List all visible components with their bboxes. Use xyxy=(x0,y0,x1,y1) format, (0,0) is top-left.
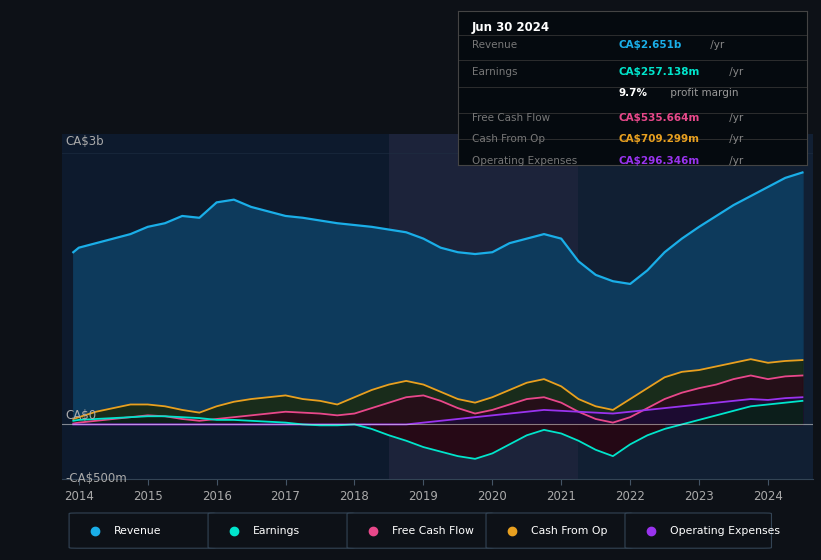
Text: CA$3b: CA$3b xyxy=(65,135,103,148)
Text: Free Cash Flow: Free Cash Flow xyxy=(472,113,550,123)
FancyBboxPatch shape xyxy=(69,513,216,548)
FancyBboxPatch shape xyxy=(486,513,632,548)
Text: -CA$500m: -CA$500m xyxy=(65,473,126,486)
Text: /yr: /yr xyxy=(726,134,743,144)
Text: Earnings: Earnings xyxy=(253,526,300,535)
Text: CA$296.346m: CA$296.346m xyxy=(619,156,699,166)
Text: /yr: /yr xyxy=(726,156,743,166)
Bar xyxy=(389,134,579,479)
Text: Cash From Op: Cash From Op xyxy=(531,526,608,535)
Text: CA$2.651b: CA$2.651b xyxy=(619,40,682,50)
Text: Operating Expenses: Operating Expenses xyxy=(670,526,780,535)
Text: Free Cash Flow: Free Cash Flow xyxy=(392,526,474,535)
Text: Revenue: Revenue xyxy=(114,526,162,535)
Text: Cash From Op: Cash From Op xyxy=(472,134,545,144)
FancyBboxPatch shape xyxy=(625,513,772,548)
Text: /yr: /yr xyxy=(726,113,743,123)
Text: CA$257.138m: CA$257.138m xyxy=(619,67,700,77)
FancyBboxPatch shape xyxy=(347,513,493,548)
Text: Jun 30 2024: Jun 30 2024 xyxy=(472,21,550,34)
Text: Earnings: Earnings xyxy=(472,67,517,77)
Text: Operating Expenses: Operating Expenses xyxy=(472,156,577,166)
Text: /yr: /yr xyxy=(707,40,724,50)
Text: profit margin: profit margin xyxy=(667,88,739,98)
Bar xyxy=(579,134,813,479)
FancyBboxPatch shape xyxy=(208,513,355,548)
Text: /yr: /yr xyxy=(726,67,743,77)
Text: Revenue: Revenue xyxy=(472,40,517,50)
Text: CA$0: CA$0 xyxy=(65,409,96,422)
Text: 9.7%: 9.7% xyxy=(619,88,648,98)
Text: CA$535.664m: CA$535.664m xyxy=(619,113,700,123)
Text: CA$709.299m: CA$709.299m xyxy=(619,134,699,144)
